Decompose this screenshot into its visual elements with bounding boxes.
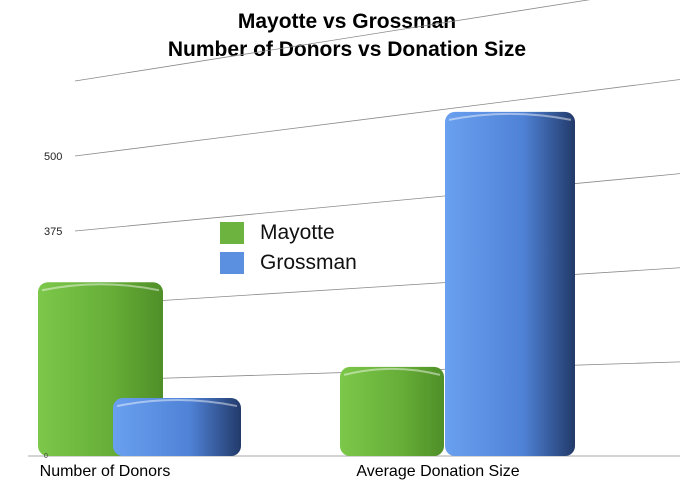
bar-mayotte-avg-donation: [340, 366, 444, 456]
bar-grossman-avg-donation: [445, 111, 575, 457]
bar-highlight: [116, 399, 238, 408]
legend-item-mayotte: Mayotte: [220, 218, 357, 248]
legend-swatch-grossman: [220, 252, 244, 274]
legend-label-mayotte: Mayotte: [260, 221, 335, 244]
bar-highlight: [448, 112, 572, 121]
x-tick-label: Average Donation Size: [356, 463, 519, 480]
legend: Mayotte Grossman: [220, 218, 357, 278]
y-tick-label-zero: 0: [44, 453, 48, 460]
gridline: [74, 0, 591, 82]
gridline: [74, 267, 681, 307]
chart-title: Mayotte vs Grossman Number of Donors vs …: [0, 8, 694, 64]
legend-item-grossman: Grossman: [220, 248, 357, 278]
y-tick-label: 375: [44, 226, 62, 238]
gridline: [74, 173, 681, 232]
gridline: [74, 79, 681, 157]
bar-highlight: [343, 367, 441, 376]
bar-highlight: [41, 283, 160, 292]
legend-swatch-mayotte: [220, 222, 244, 244]
y-tick-label: 500: [44, 151, 62, 163]
chart-title-line2: Number of Donors vs Donation Size: [167, 38, 527, 61]
chart-title-line1: Mayotte vs Grossman: [237, 10, 457, 33]
bar-grossman-donors: [113, 398, 241, 456]
legend-label-grossman: Grossman: [260, 251, 357, 274]
x-tick-label: Number of Donors: [40, 463, 171, 480]
